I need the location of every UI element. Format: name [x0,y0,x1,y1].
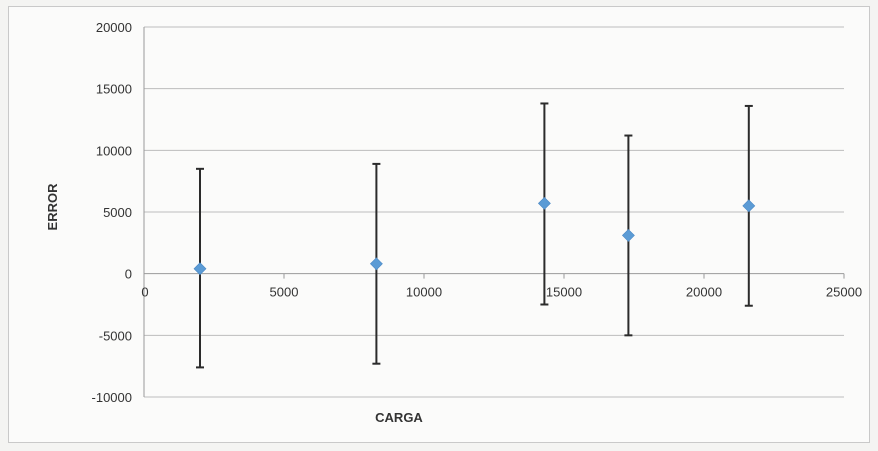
x-tick-label: 0 [141,285,148,300]
axes [143,27,845,397]
data-point [621,229,635,242]
x-tick-label: 20000 [686,285,722,300]
y-tick-label: 5000 [103,205,132,220]
y-tick-label: 10000 [96,143,132,158]
y-tick-label: -10000 [92,390,132,405]
y-tick-label: 15000 [96,82,132,97]
chart-frame: 20000 15000 10000 5000 0 -5000 -10000 0 5000 1000… [8,6,870,443]
tick-labels: 20000 15000 10000 5000 0 -5000 -10000 0 5000 1000… [92,20,863,405]
error-bars [196,102,753,369]
x-tick-label: 5000 [270,285,299,300]
y-axis-title: ERROR [45,183,60,231]
x-tick-label: 10000 [406,285,442,300]
data-point [742,199,756,213]
data-point [369,257,383,271]
x-axis-title: CARGA [375,410,423,425]
y-tick-label: -5000 [99,328,132,343]
x-tick-label: 15000 [546,285,582,300]
data-point [537,196,551,210]
data-points [193,196,756,276]
grid-lines [144,26,844,398]
y-tick-label: 0 [125,267,132,282]
data-point [193,262,207,276]
x-tick-label: 25000 [826,285,862,300]
scatter-chart: 20000 15000 10000 5000 0 -5000 -10000 0 5000 1000… [45,20,863,425]
y-tick-label: 20000 [96,20,132,35]
